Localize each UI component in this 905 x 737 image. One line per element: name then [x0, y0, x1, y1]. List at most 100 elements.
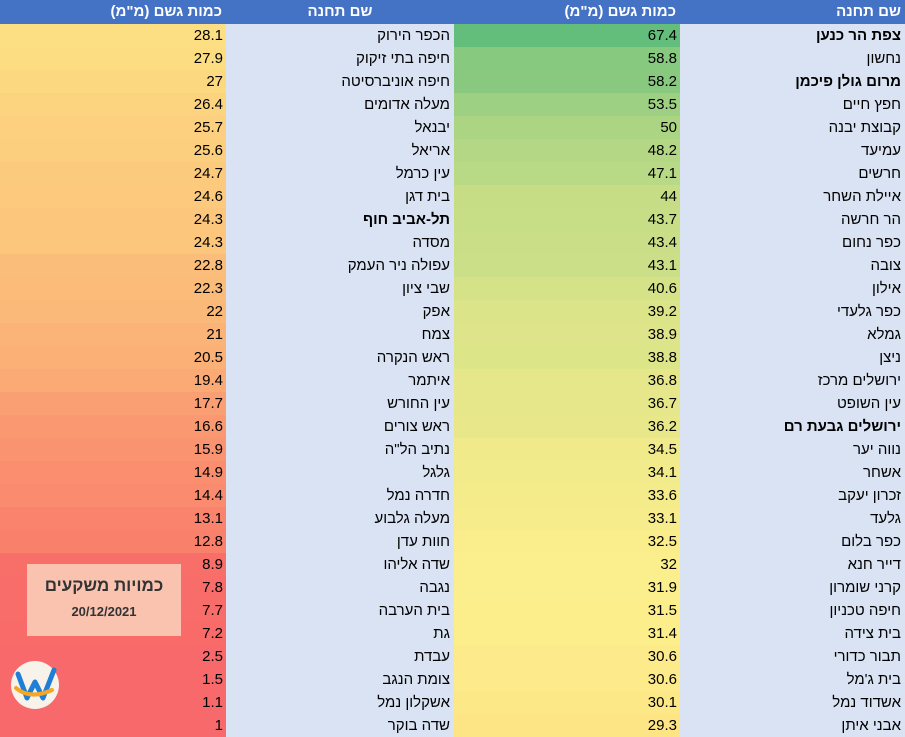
right-station-name: חפץ חיים [680, 93, 905, 116]
left-station-name: אריאל [226, 139, 454, 162]
right-rain-amount: 30.6 [454, 668, 680, 691]
right-rain-amount: 50 [454, 116, 680, 139]
right-rain-amount: 36.7 [454, 392, 680, 415]
left-rain-amount: 28.1 [0, 24, 226, 47]
right-rain-amount: 67.4 [454, 24, 680, 47]
right-rain-amount: 34.5 [454, 438, 680, 461]
right-station-name: עין השופט [680, 392, 905, 415]
right-station-name: אשדוד נמל [680, 691, 905, 714]
right-rain-amount: 29.3 [454, 714, 680, 737]
right-rain-amount: 32 [454, 553, 680, 576]
left-rain-amount: 24.3 [0, 231, 226, 254]
left-station-name: נגבה [226, 576, 454, 599]
left-rain-amount: 14.9 [0, 461, 226, 484]
right-station-name: עמיעד [680, 139, 905, 162]
left-station-name: הכפר הירוק [226, 24, 454, 47]
right-rain-amount: 39.2 [454, 300, 680, 323]
right-rain-amount: 38.9 [454, 323, 680, 346]
left-station-name: נתיב הל"ה [226, 438, 454, 461]
left-station-name: יבנאל [226, 116, 454, 139]
left-rain-amount: 17.7 [0, 392, 226, 415]
left-station-name: גת [226, 622, 454, 645]
left-station-name: שדה בוקר [226, 714, 454, 737]
right-rain-amount: 30.6 [454, 645, 680, 668]
right-station-name: כפר בלום [680, 530, 905, 553]
right-rain-amount: 44 [454, 185, 680, 208]
right-station-name: ניצן [680, 346, 905, 369]
right-station-name: מרום גולן פיכמן [680, 70, 905, 93]
right-rain-amount: 33.6 [454, 484, 680, 507]
left-station-name: מסדה [226, 231, 454, 254]
right-station-name: נחשון [680, 47, 905, 70]
right-station-name: אילון [680, 277, 905, 300]
right-station-name: גמלא [680, 323, 905, 346]
right-station-name: דייר חנא [680, 553, 905, 576]
left-station-name: גלגל [226, 461, 454, 484]
left-rain-amount: 13.1 [0, 507, 226, 530]
left-rain-amount: 21 [0, 323, 226, 346]
right-station-name: צובה [680, 254, 905, 277]
right-rain-amount: 34.1 [454, 461, 680, 484]
left-rain-amount: 22.3 [0, 277, 226, 300]
right-station-name: איילת השחר [680, 185, 905, 208]
left-rain-amount: 25.6 [0, 139, 226, 162]
right-station-name: צפת הר כנען [680, 24, 905, 47]
left-station-name: ראש צורים [226, 415, 454, 438]
right-rain-amount: 43.4 [454, 231, 680, 254]
left-rain-amount: 15.9 [0, 438, 226, 461]
stamp-date: 20/12/2021 [27, 604, 181, 619]
right-station-name: תבור כדורי [680, 645, 905, 668]
left-station-name: צומת הנגב [226, 668, 454, 691]
left-rain-amount: 25.7 [0, 116, 226, 139]
right-rain-amount: 31.4 [454, 622, 680, 645]
left-station-name: חדרה נמל [226, 484, 454, 507]
left-station-name: מעלה גלבוע [226, 507, 454, 530]
right-rain-amount: 32.5 [454, 530, 680, 553]
left-rain-amount: 16.6 [0, 415, 226, 438]
right-station-name: הר חרשה [680, 208, 905, 231]
left-rain-amount: 22 [0, 300, 226, 323]
left-station-name: אשקלון נמל [226, 691, 454, 714]
right-rain-amount: 47.1 [454, 162, 680, 185]
header-left-name: שם תחנה [226, 0, 454, 24]
header-right-name: שם תחנה [680, 0, 905, 24]
right-rain-amount: 31.5 [454, 599, 680, 622]
right-station-name: גלעד [680, 507, 905, 530]
right-rain-amount: 33.1 [454, 507, 680, 530]
left-station-name: עין החורש [226, 392, 454, 415]
left-station-name: שבי ציון [226, 277, 454, 300]
right-station-name: קרני שומרון [680, 576, 905, 599]
right-rain-amount: 38.8 [454, 346, 680, 369]
weather-logo-icon [10, 660, 60, 710]
left-station-name: איתמר [226, 369, 454, 392]
header-right-amount: כמות גשם (מ"מ) [454, 0, 680, 24]
left-station-name: בית הערבה [226, 599, 454, 622]
left-station-name: חוות עדן [226, 530, 454, 553]
stamp-title: כמויות משקעים [27, 576, 181, 596]
left-station-name: אפק [226, 300, 454, 323]
right-rain-amount: 40.6 [454, 277, 680, 300]
right-station-name: בית ג'מל [680, 668, 905, 691]
left-rain-amount: 19.4 [0, 369, 226, 392]
date-stamp: כמויות משקעים 20/12/2021 [27, 564, 181, 636]
left-rain-amount: 24.7 [0, 162, 226, 185]
right-station-name: אשחר [680, 461, 905, 484]
right-station-name: ירושלים גבעת רם [680, 415, 905, 438]
left-rain-amount: 27 [0, 70, 226, 93]
left-rain-amount: 27.9 [0, 47, 226, 70]
right-rain-amount: 30.1 [454, 691, 680, 714]
right-rain-amount: 48.2 [454, 139, 680, 162]
right-rain-amount: 58.2 [454, 70, 680, 93]
left-station-name: עין כרמל [226, 162, 454, 185]
right-station-name: קבוצת יבנה [680, 116, 905, 139]
left-rain-amount: 24.3 [0, 208, 226, 231]
left-rain-amount: 14.4 [0, 484, 226, 507]
left-station-name: ראש הנקרה [226, 346, 454, 369]
left-rain-amount: 12.8 [0, 530, 226, 553]
right-rain-amount: 36.2 [454, 415, 680, 438]
left-station-name: בית דגן [226, 185, 454, 208]
left-rain-amount: 26.4 [0, 93, 226, 116]
left-station-name: צמח [226, 323, 454, 346]
header-left-amount: כמות גשם (מ"מ) [0, 0, 226, 24]
